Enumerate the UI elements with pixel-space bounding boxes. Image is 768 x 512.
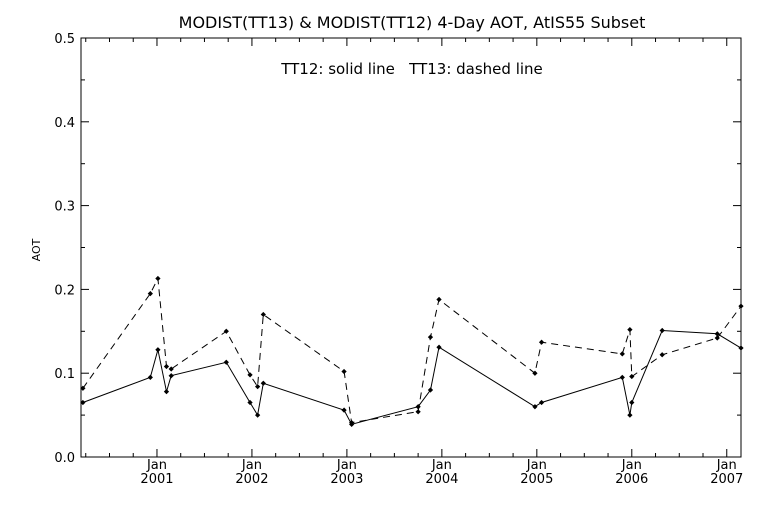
tt12-data-point: [627, 412, 633, 418]
plot-frame: [80, 37, 742, 458]
tt12-data-point: [659, 327, 665, 334]
tt12-series-line: [82, 329, 742, 425]
tt12-data-point: [532, 404, 538, 410]
tt13-data-point: [147, 290, 153, 297]
x-tick-month-label: Jan: [526, 458, 547, 473]
tt12-data-point: [223, 359, 229, 365]
y-axis-label: AOT: [30, 238, 43, 261]
tt12-data-point: [147, 374, 153, 381]
x-tick-year-label: 2002: [235, 472, 268, 487]
tt13-data-point: [163, 363, 170, 370]
tt12-data-point: [427, 387, 434, 393]
tt12-data-point: [738, 345, 744, 351]
x-tick-year-label: 2003: [330, 472, 363, 487]
tt13-data-point: [80, 385, 86, 391]
tt12-data-point: [255, 412, 261, 418]
tt13-data-point: [260, 311, 266, 318]
tt13-data-point: [349, 420, 355, 426]
tt12-data-point: [163, 389, 170, 395]
tt13-data-point: [619, 351, 625, 357]
tt13-data-point: [223, 328, 229, 334]
tt13-data-point: [627, 326, 633, 333]
tt13-data-point: [427, 334, 434, 340]
tt13-data-point: [168, 366, 174, 372]
y-tick-label: 0.1: [54, 367, 75, 382]
y-tick-label: 0.4: [54, 116, 75, 131]
tt13-data-point: [255, 383, 261, 390]
tt13-data-point: [659, 352, 665, 358]
tt13-data-point: [341, 368, 347, 375]
tt12-data-point: [155, 347, 161, 353]
x-tick-month-label: Jan: [621, 458, 642, 473]
x-tick-year-label: 2001: [140, 472, 173, 487]
series-group: [80, 275, 744, 427]
x-tick-year-label: 2005: [520, 472, 553, 487]
tt13-data-point: [415, 409, 421, 415]
x-tick-year-label: 2007: [710, 472, 743, 487]
tt13-data-point: [155, 275, 161, 282]
tt12-data-point: [247, 399, 253, 406]
tt13-data-point: [247, 372, 253, 378]
tt12-data-point: [629, 399, 635, 406]
tt12-data-point: [538, 399, 545, 406]
x-tick-year-label: 2006: [615, 472, 648, 487]
tt13-data-point: [436, 296, 442, 303]
tt12-data-point: [341, 407, 347, 413]
x-tick-month-label: Jan: [146, 458, 167, 473]
tt13-series-line: [82, 276, 742, 424]
y-tick-label: 0.0: [54, 451, 75, 466]
x-tick-month-label: Jan: [241, 458, 262, 473]
y-tick-label: 0.3: [54, 200, 75, 215]
tt13-data-point: [629, 373, 635, 380]
series-annotation: TT12: solid line TT13: dashed line: [280, 60, 543, 78]
y-tick-label: 0.2: [54, 283, 75, 298]
tt12-data-point: [168, 373, 174, 379]
x-tick-year-label: 2004: [425, 472, 458, 487]
x-axis: Jan2001Jan2002Jan2003Jan2004Jan2005Jan20…: [85, 38, 743, 487]
y-axis: 0.0 0.1 0.2 0.3 0.4 0.5: [54, 32, 741, 466]
chart-title: MODIST(TT13) & MODIST(TT12) 4-Day AOT, A…: [179, 13, 646, 32]
tt12-data-point: [260, 380, 266, 386]
tt13-data-point: [714, 335, 720, 341]
x-tick-month-label: Jan: [431, 458, 452, 473]
tt13-data-point: [538, 339, 545, 345]
y-tick-label: 0.5: [54, 32, 75, 47]
tt12-data-point: [619, 374, 625, 381]
tt12-data-point: [436, 344, 442, 350]
tt12-data-point: [80, 399, 86, 406]
tt13-data-point: [738, 303, 744, 309]
tt13-data-point: [532, 370, 538, 376]
x-tick-month-label: Jan: [336, 458, 357, 473]
x-tick-month-label: Jan: [716, 458, 737, 473]
